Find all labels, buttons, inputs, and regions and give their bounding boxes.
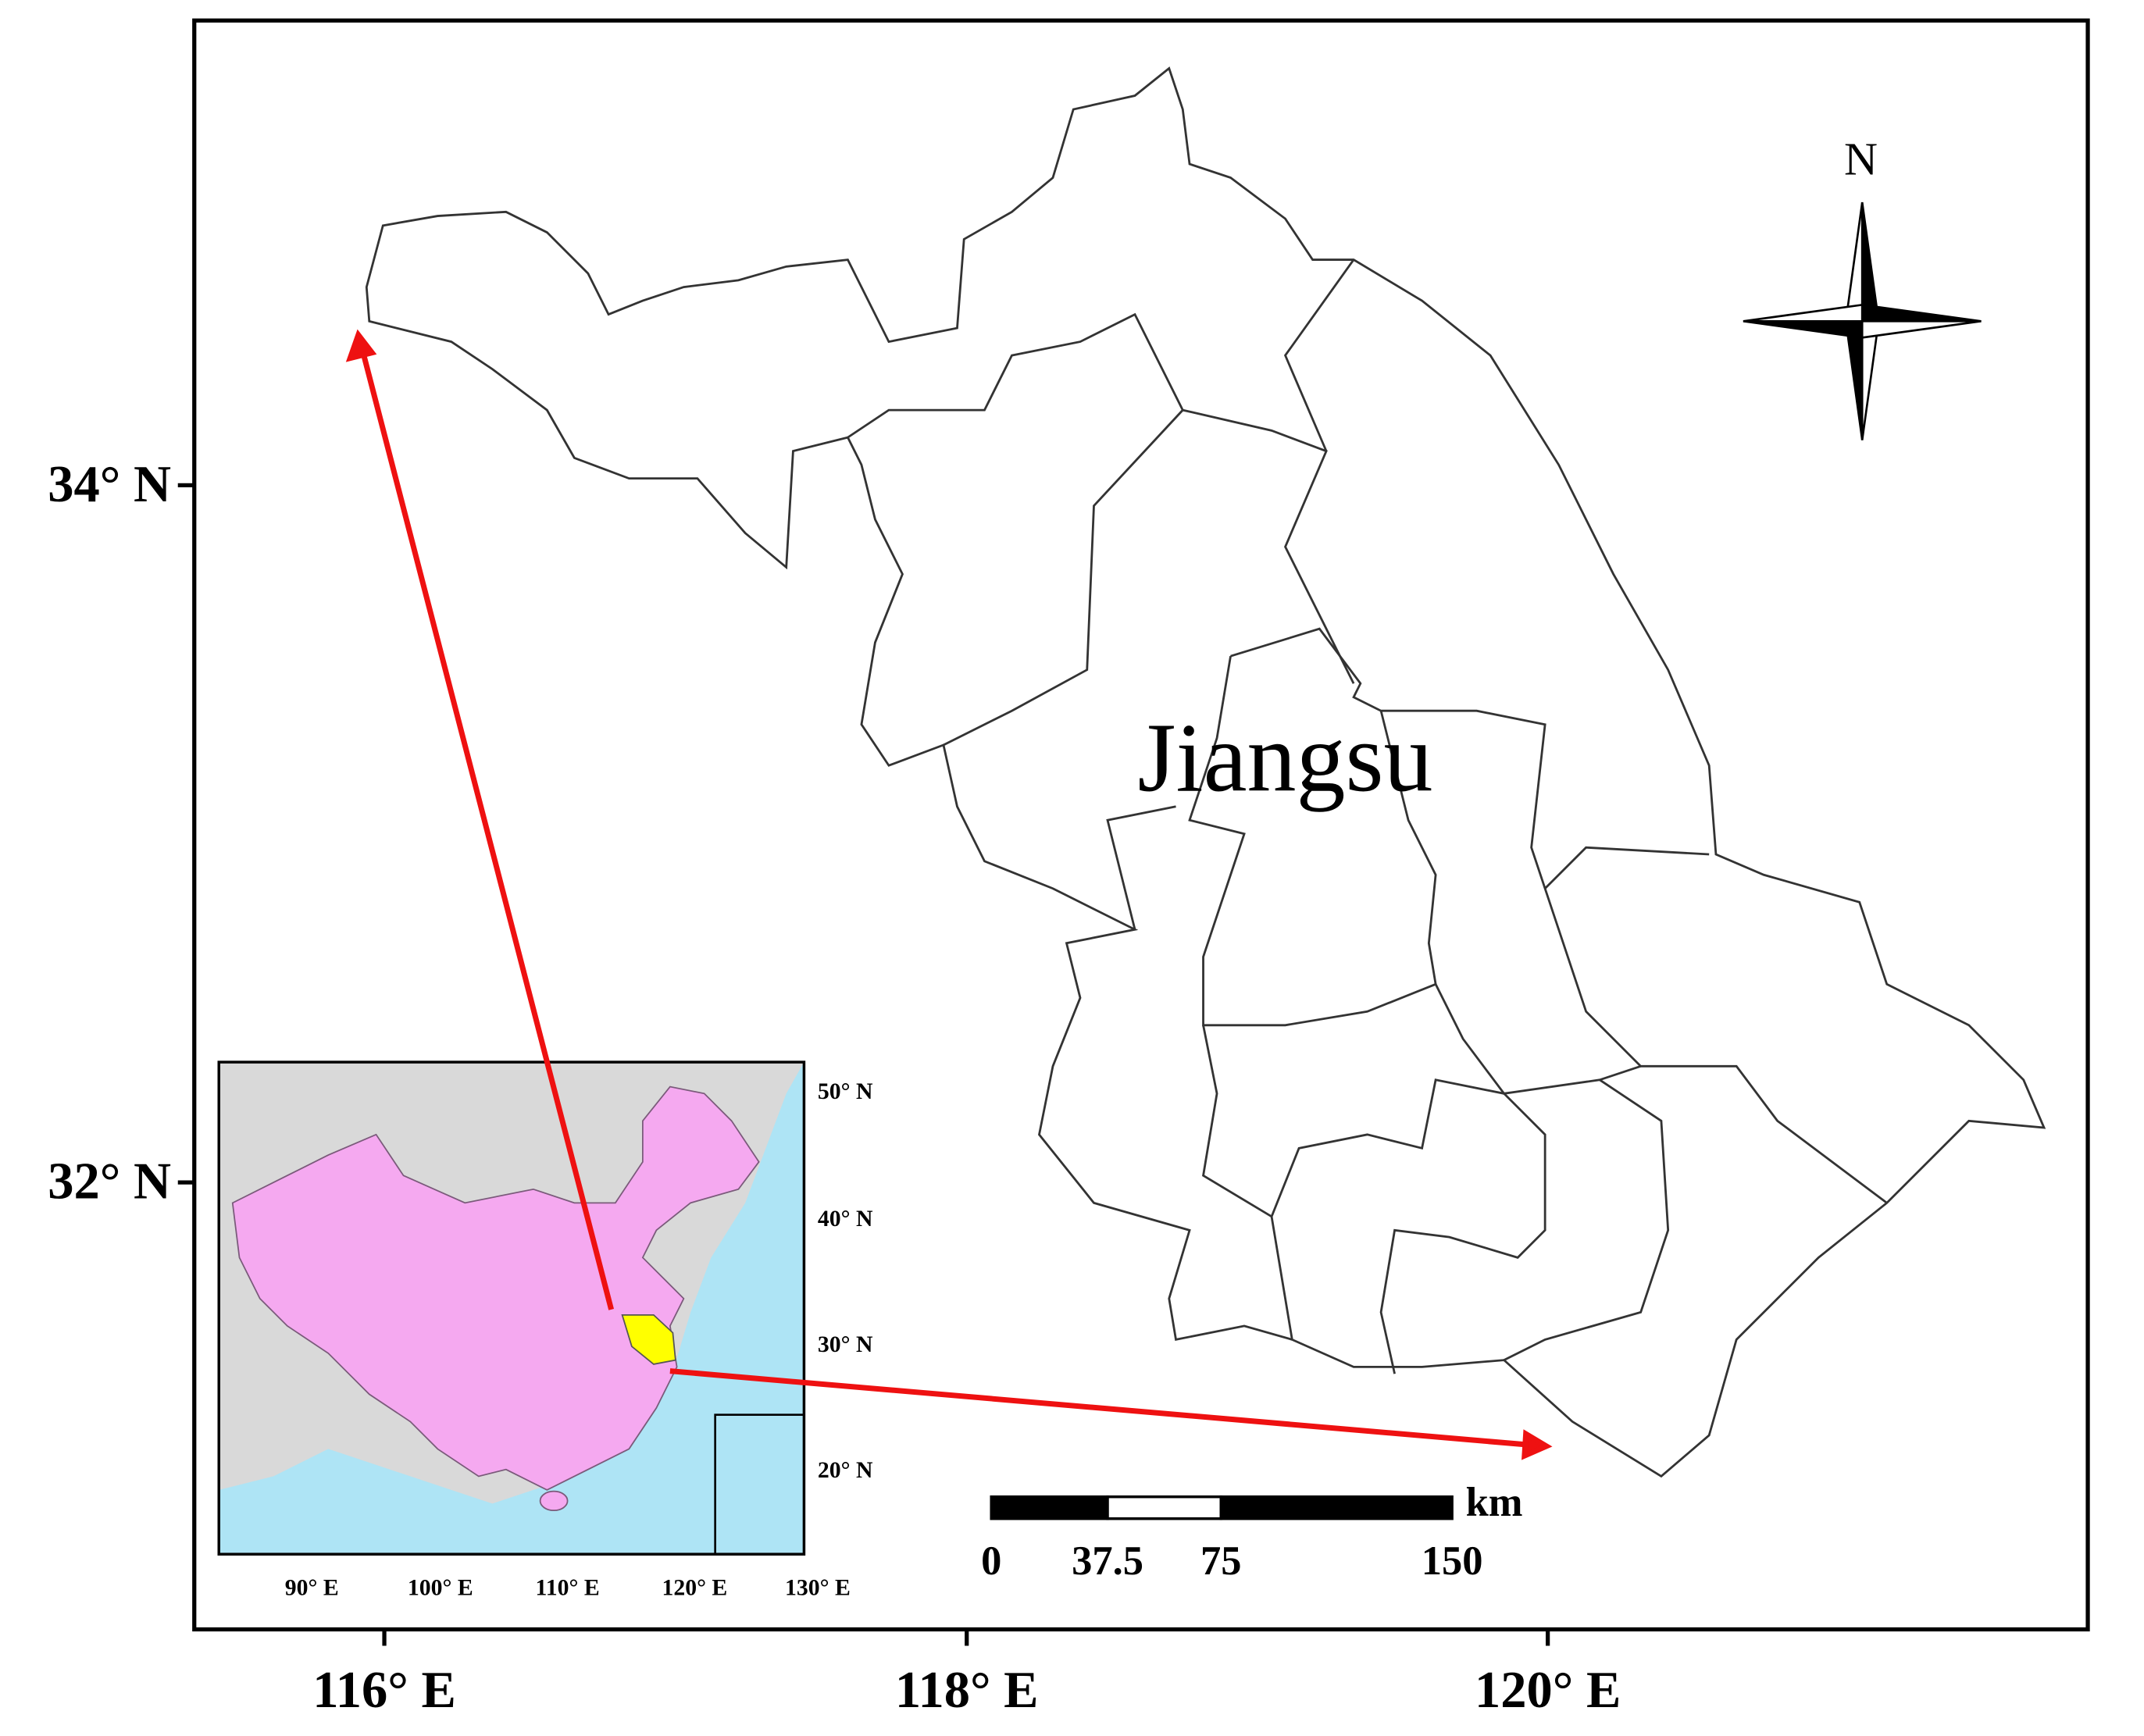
scale-label: 37.5 xyxy=(1072,1538,1143,1584)
inset-longitude-label: 100° E xyxy=(408,1575,473,1601)
map-frame xyxy=(192,18,2090,1632)
south-sea-box xyxy=(714,1413,805,1556)
ticks xyxy=(177,483,1550,1646)
inset-longitude-label: 90° E xyxy=(285,1575,339,1601)
boundary xyxy=(1544,846,1710,889)
north-arrow xyxy=(1743,201,1982,440)
scale-segment xyxy=(1219,1495,1454,1520)
sea xyxy=(219,1062,804,1555)
region-label: Jiangsu xyxy=(1138,704,1433,813)
province-outline xyxy=(365,66,2046,1478)
north-label: N xyxy=(1844,134,1878,185)
inset-map xyxy=(217,1060,806,1556)
scale-segment xyxy=(1106,1495,1223,1520)
longitude-label: 116° E xyxy=(312,1662,456,1719)
boundary xyxy=(1106,805,1176,930)
inset-latitude-label: 50° N xyxy=(818,1078,873,1104)
boundary xyxy=(943,409,1184,747)
boundary xyxy=(1379,710,1437,985)
pointer-arrows xyxy=(345,329,1553,1460)
jiangsu-highlight xyxy=(621,1314,676,1365)
inset-latitude-label: 20° N xyxy=(818,1457,873,1483)
scale-bar xyxy=(990,1495,1454,1520)
boundary xyxy=(1283,258,1355,452)
inset-longitude-label: 130° E xyxy=(785,1575,851,1601)
arrow-line xyxy=(359,349,615,1310)
inset-frame xyxy=(217,1060,806,1556)
inset-latitude-label: 40° N xyxy=(818,1206,873,1232)
boundary xyxy=(847,312,1355,684)
latitude-label: 32° N xyxy=(48,1153,171,1210)
boundary xyxy=(1230,627,1888,1204)
china xyxy=(231,1085,760,1491)
arrow-line xyxy=(669,1368,1529,1448)
arrow-head xyxy=(345,329,377,362)
arrow-part xyxy=(1860,320,1982,339)
inset-latitude-label: 30° N xyxy=(818,1331,873,1357)
scale-segment xyxy=(990,1495,1109,1520)
boundary xyxy=(1270,1078,1546,1374)
scale-label: 150 xyxy=(1422,1538,1483,1584)
inset-longitude-label: 110° E xyxy=(536,1575,600,1601)
arrow-head xyxy=(1521,1429,1553,1460)
scale-label: 0 xyxy=(981,1538,1001,1584)
longitude-label: 118° E xyxy=(895,1662,1039,1719)
inset-longitude-label: 120° E xyxy=(662,1575,727,1601)
longitude-label: 120° E xyxy=(1475,1662,1621,1719)
boundary xyxy=(1503,1078,1670,1361)
hainan xyxy=(539,1490,569,1512)
boundary xyxy=(1188,655,1642,1095)
city-boundaries xyxy=(847,258,1888,1374)
boundary xyxy=(1201,1025,1293,1340)
scale-unit: km xyxy=(1466,1480,1523,1525)
scale-label: 75 xyxy=(1200,1538,1242,1584)
latitude-label: 34° N xyxy=(48,456,171,513)
